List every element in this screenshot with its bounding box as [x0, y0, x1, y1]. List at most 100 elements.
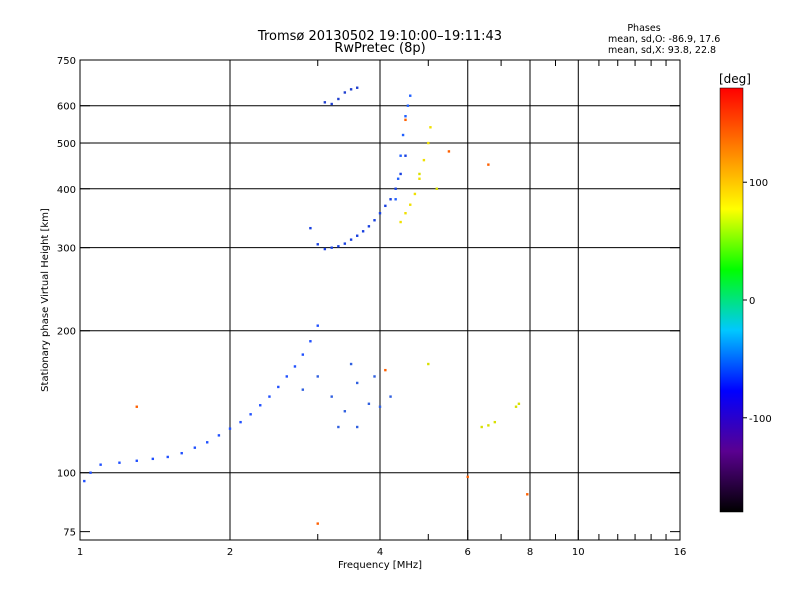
echo-point: [166, 455, 169, 459]
y-tick-label: 400: [57, 185, 76, 196]
echo-point: [361, 230, 365, 233]
echo-point: [389, 198, 392, 201]
x-tick-label: 1: [77, 547, 83, 558]
echo-point: [343, 242, 347, 245]
phase-x-stats: mean, sd,X: 93.8, 22.8: [608, 45, 716, 56]
colorbar-tick-label: 100: [749, 178, 768, 189]
phase-heading: Phases: [627, 23, 660, 34]
echo-point: [355, 381, 359, 385]
echo-point: [337, 425, 340, 429]
echo-point: [301, 353, 305, 356]
chart-title: Tromsø 20130502 19:10:00–19:11:43: [257, 29, 502, 44]
echo-point: [193, 446, 197, 449]
echo-point: [404, 118, 407, 122]
y-axis-label: Stationary phase Virtual Height [km]: [40, 208, 51, 392]
echo-point: [493, 420, 497, 424]
echo-point: [99, 463, 102, 466]
chart-subtitle: RwPretec (8p): [334, 41, 425, 56]
x-tick-label: 6: [465, 547, 471, 558]
echo-point: [83, 479, 86, 483]
echo-point: [118, 461, 121, 464]
echo-point: [447, 150, 451, 153]
echo-point: [323, 101, 327, 104]
echo-point: [323, 247, 327, 251]
echo-point: [285, 375, 288, 378]
echo-point: [259, 404, 262, 407]
echo-point: [401, 133, 405, 137]
echo-point: [399, 172, 402, 176]
echo-point: [316, 522, 319, 525]
echo-point: [135, 405, 138, 408]
echo-point: [349, 88, 353, 91]
echo-point: [429, 126, 432, 129]
x-tick-label: 10: [572, 547, 585, 558]
echo-point: [343, 91, 347, 94]
echo-point: [151, 457, 155, 461]
x-axis-label: Frequency [MHz]: [338, 560, 422, 571]
echo-point: [316, 375, 319, 378]
echo-point: [404, 115, 407, 118]
echo-point: [373, 219, 376, 222]
echo-point: [330, 102, 333, 106]
echo-point: [394, 198, 397, 201]
echo-point: [228, 427, 232, 430]
echo-point: [394, 187, 397, 190]
echo-point: [389, 395, 392, 398]
echo-point: [301, 388, 305, 391]
echo-point: [309, 226, 312, 230]
y-tick-label: 200: [57, 327, 76, 338]
echo-point: [413, 192, 417, 196]
echo-point: [378, 405, 382, 408]
echo-point: [205, 441, 209, 444]
echo-point: [404, 154, 407, 157]
echo-point: [418, 172, 421, 176]
y-tick-label: 750: [57, 56, 76, 67]
echo-point: [309, 340, 312, 343]
echo-point: [330, 246, 333, 249]
echo-point: [293, 365, 297, 368]
echo-point: [355, 86, 359, 89]
x-tick-label: 8: [527, 547, 533, 558]
x-tick-label: 2: [227, 547, 233, 558]
echo-point: [418, 177, 421, 180]
echo-point: [466, 475, 469, 479]
echo-point: [367, 225, 371, 228]
colorbar: [719, 87, 744, 513]
echo-point: [316, 324, 319, 327]
y-tick-label: 600: [57, 102, 76, 113]
echo-point: [384, 368, 387, 372]
grid-lines: [80, 60, 680, 540]
echo-point: [349, 362, 353, 366]
y-tick-label: 500: [57, 139, 76, 150]
echo-point: [409, 94, 412, 97]
echo-point: [268, 395, 271, 398]
echo-point: [487, 163, 490, 166]
axis-ticks: 1 2 4 6 8 10 16 75 100 200 300 400 500 600 750: [57, 56, 686, 558]
echo-point: [378, 212, 382, 215]
echo-point: [180, 451, 183, 455]
echo-point: [217, 434, 221, 437]
y-tick-label: 75: [63, 528, 76, 539]
y-tick-label: 300: [57, 244, 76, 255]
echo-point: [487, 424, 490, 427]
colorbar-unit-label: [deg]: [719, 72, 751, 86]
x-tick-label: 16: [674, 547, 687, 558]
echo-point: [349, 238, 353, 241]
colorbar-tick-label: -100: [749, 414, 772, 425]
phase-o-stats: mean, sd,O: -86.9, 17.6: [608, 34, 720, 45]
echo-point: [427, 141, 430, 145]
colorbar-tick-label: 0: [749, 296, 755, 307]
echo-point: [399, 154, 402, 157]
echo-point: [89, 471, 92, 474]
echo-point: [343, 410, 347, 413]
echo-point: [367, 402, 371, 405]
echo-point: [373, 375, 376, 378]
echo-point: [355, 425, 359, 429]
colorbar-ticks: 100 0 -100: [743, 178, 772, 425]
echo-point: [316, 243, 319, 246]
echo-point: [337, 245, 340, 248]
echo-point: [526, 493, 529, 496]
echo-point: [514, 405, 518, 408]
